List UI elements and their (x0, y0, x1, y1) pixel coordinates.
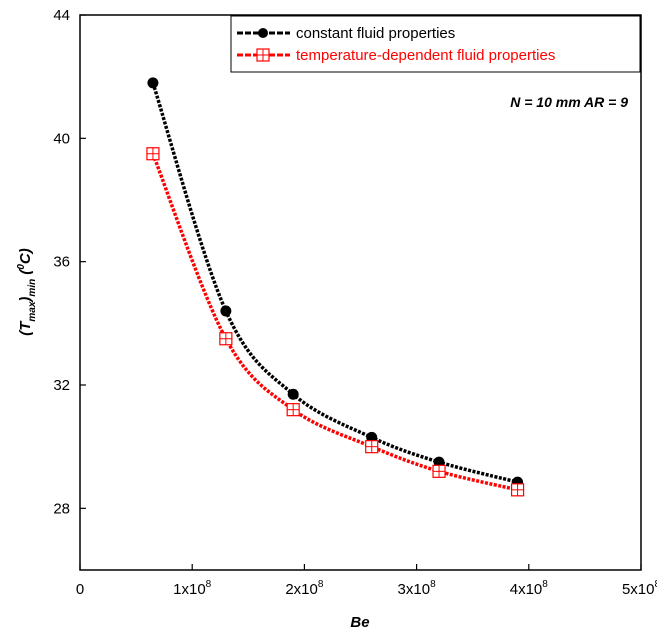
data-point-1 (432, 464, 446, 478)
x-tick-label: 1x108 (173, 579, 212, 598)
legend-box (230, 15, 641, 73)
data-point-1 (286, 403, 300, 417)
legend: constant fluid properties temperature-de… (230, 15, 641, 73)
x-tick-label: 4x108 (510, 579, 549, 598)
data-point-1 (219, 332, 233, 346)
y-axis-title: (Tmax)min (0C) (16, 248, 38, 336)
legend-marker-constant (258, 28, 268, 38)
x-tick-label: 2x108 (285, 579, 324, 598)
series-line-0 (151, 82, 519, 484)
y-tick-label: 44 (53, 7, 70, 24)
data-point-1 (365, 440, 379, 454)
y-tick-label: 40 (53, 130, 70, 147)
plot-frame (79, 14, 642, 571)
axis-ticks: 0 1x108 2x108 3x108 4x108 5x108 28 32 36 40 44 (53, 7, 657, 598)
x-axis-title: Be (350, 614, 369, 631)
data-point-1 (146, 147, 160, 161)
annotation-parameters: N = 10 mm AR = 9 (510, 94, 628, 110)
x-tick-label: 3x108 (398, 579, 437, 598)
series-line-1 (151, 153, 518, 492)
legend-label-constant: constant fluid properties (296, 25, 455, 42)
y-tick-label: 32 (53, 377, 70, 394)
legend-marker-temperature (256, 48, 270, 62)
x-tick-label: 0 (76, 581, 84, 598)
series-layer (146, 77, 525, 497)
y-tick-label: 28 (53, 500, 70, 517)
x-tick-label: 5x108 (622, 579, 657, 598)
legend-label-temperature: temperature-dependent fluid properties (296, 47, 555, 64)
y-tick-label: 36 (53, 254, 70, 271)
data-point-0 (220, 305, 232, 317)
data-point-1 (510, 483, 525, 497)
data-point-0 (287, 388, 299, 400)
data-point-0 (147, 77, 159, 89)
